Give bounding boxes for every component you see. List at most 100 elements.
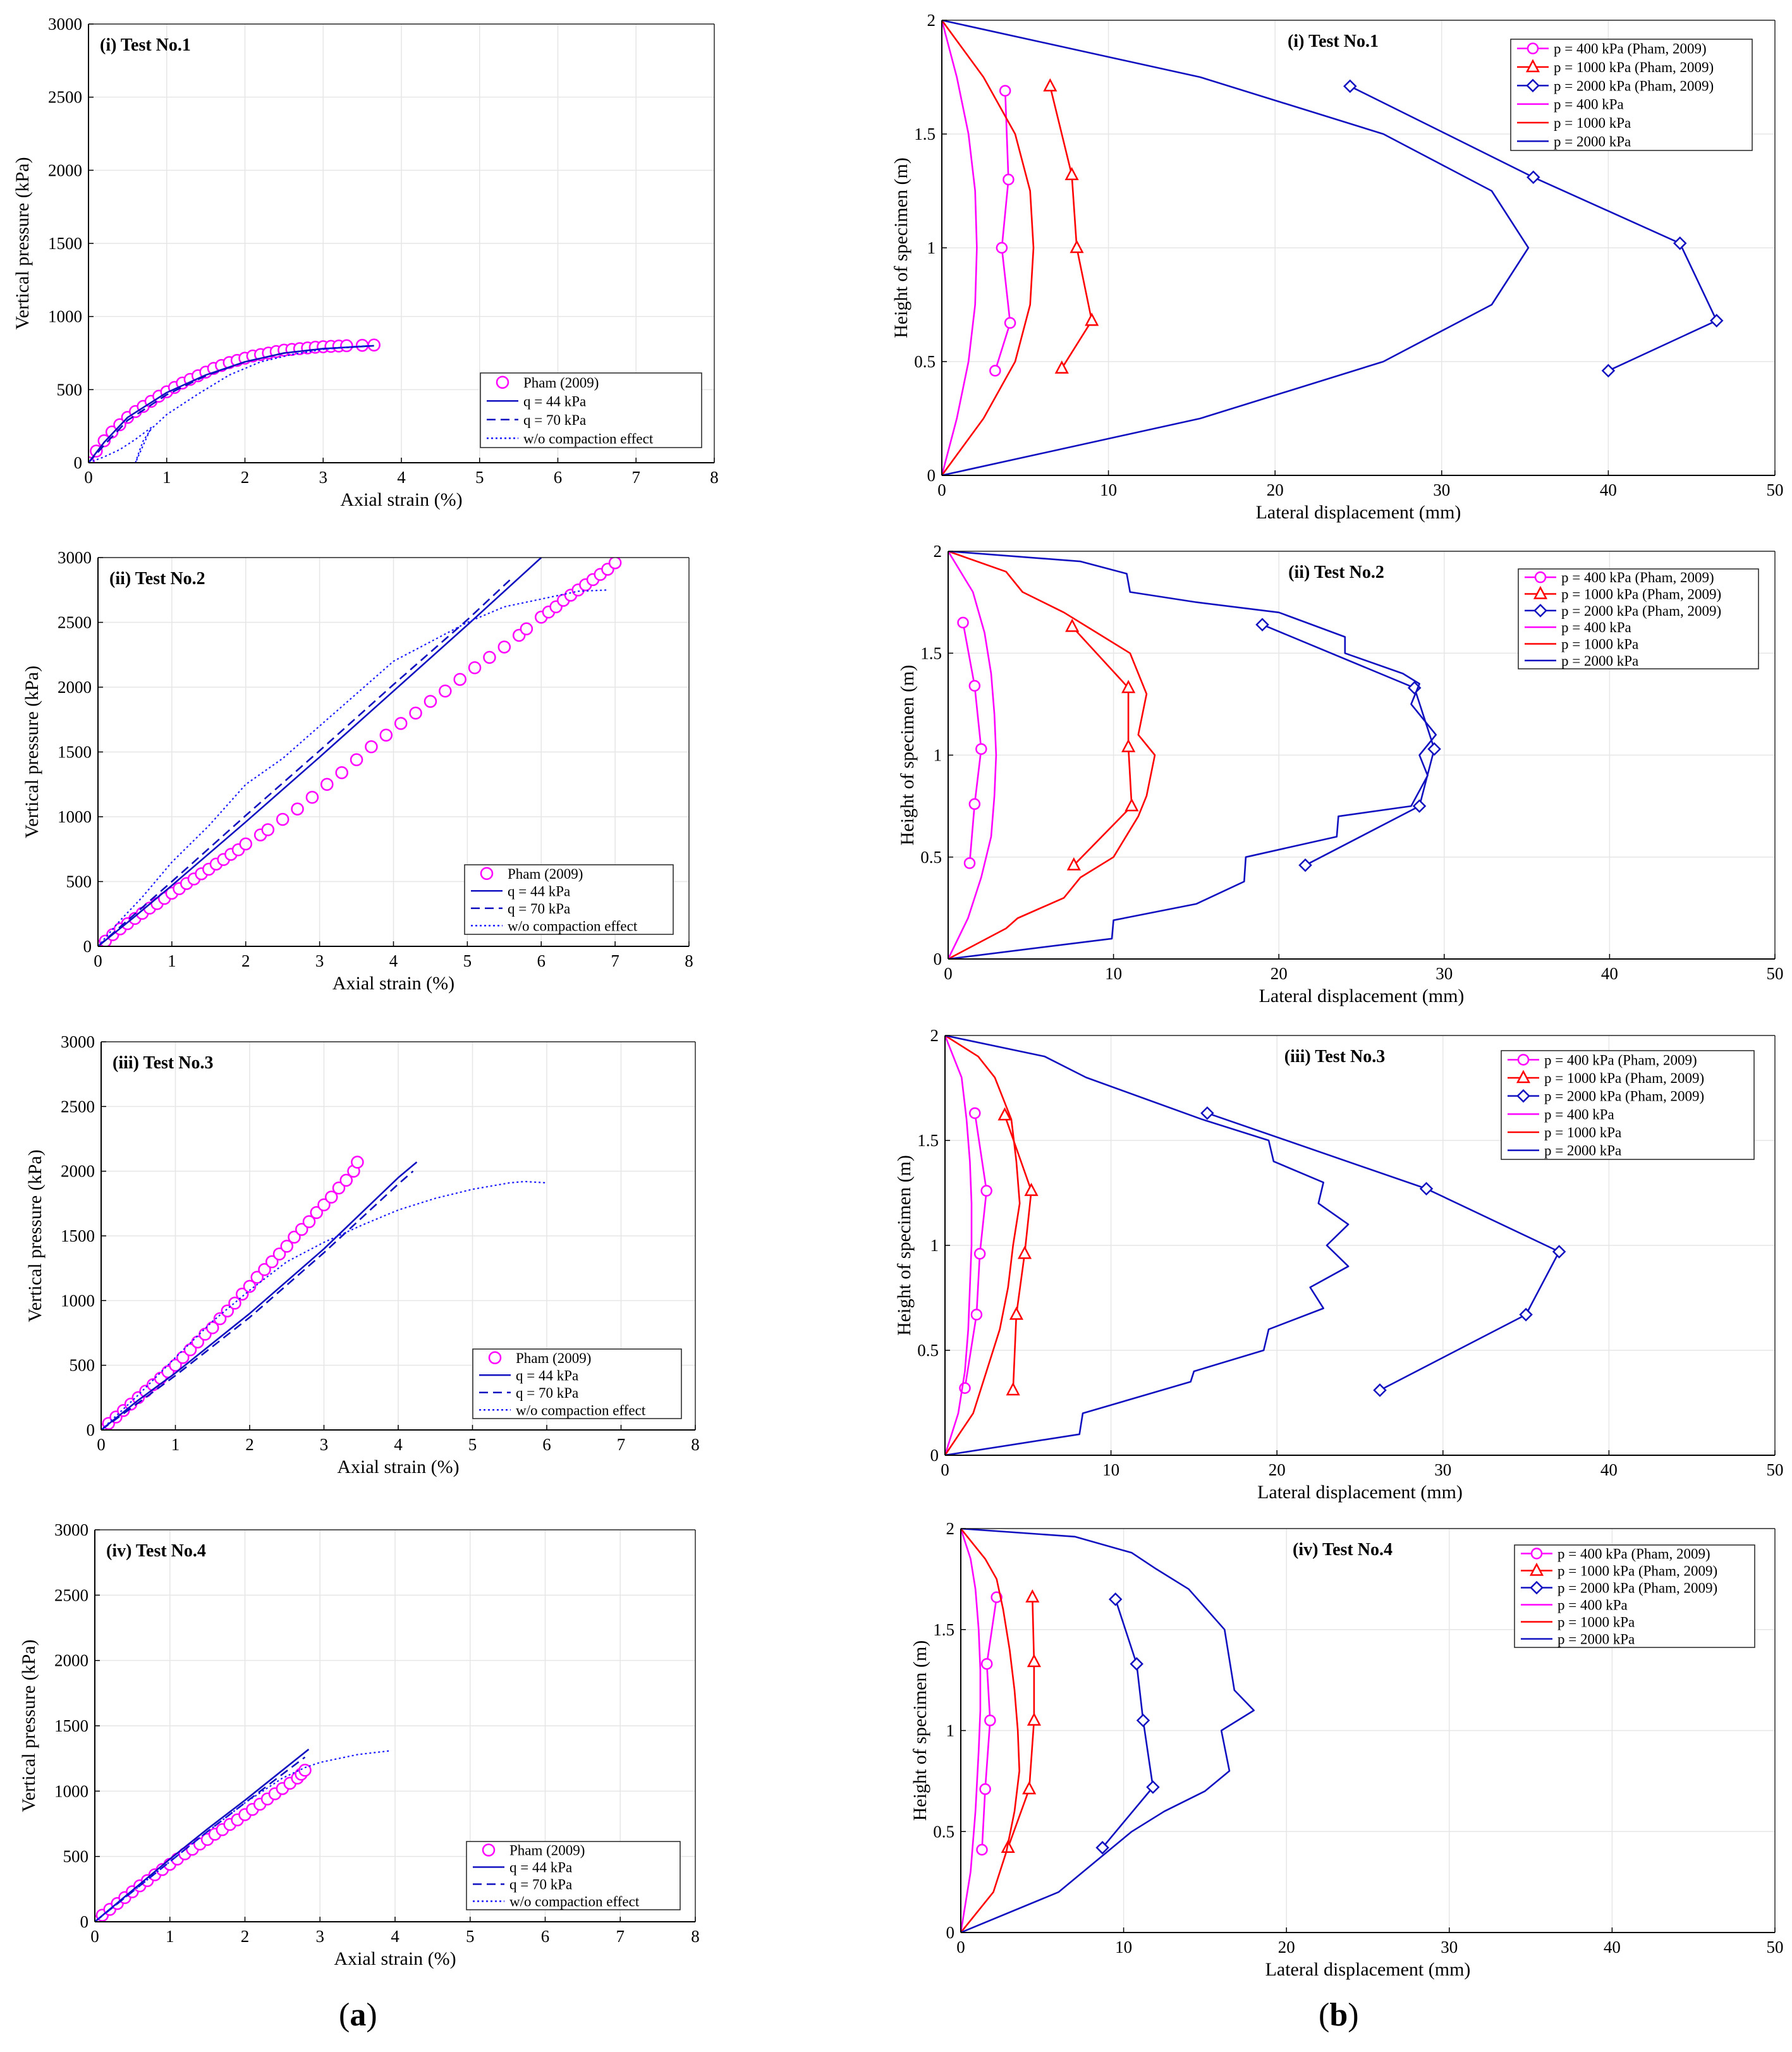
- legend-label: Pham (2009): [509, 1843, 585, 1859]
- x-tick-label: 40: [1600, 480, 1617, 499]
- chart-b3: 0 10 20 30 40 50 0 0.5 1 1.5 2 Lateral displacement…: [894, 1026, 1784, 1503]
- legend-swatch-marker: [1516, 1070, 1531, 1084]
- data-point: [228, 1297, 241, 1310]
- data-point: [339, 1173, 353, 1187]
- legend-box: [464, 864, 674, 935]
- chart-a3: 0 1 2 3 4 5 6 7 8 0 500 1000 1500 2000 2500 3000 Axial s…: [25, 1032, 700, 1477]
- caption-a-letter: a: [350, 1997, 367, 2033]
- legend-swatch-marker: [1526, 78, 1540, 93]
- data-point: [968, 680, 981, 692]
- series-line: [945, 1035, 1350, 1455]
- data-point: [963, 857, 976, 869]
- data-point: [969, 1107, 981, 1120]
- chart-title: (i) Test No.1: [100, 35, 191, 55]
- y-tick-label: 2: [930, 1026, 939, 1045]
- x-tick-label: 4: [389, 951, 398, 970]
- series-line: [101, 1180, 547, 1430]
- x-axis-label: Lateral displacement (mm): [1257, 1482, 1463, 1503]
- legend-label: p = 2000 kPa: [1554, 133, 1631, 149]
- y-tick-label: 1.5: [917, 1131, 939, 1150]
- data-point: [976, 1843, 988, 1856]
- data-point: [243, 1279, 257, 1293]
- x-tick-label: 30: [1433, 480, 1450, 499]
- data-point: [97, 434, 111, 448]
- data-point: [350, 753, 363, 767]
- data-point: [1419, 1182, 1434, 1196]
- x-tick-label: 5: [468, 1435, 477, 1454]
- x-tick-label: 0: [90, 1927, 99, 1946]
- x-tick-label: 40: [1601, 964, 1618, 983]
- data-point: [335, 766, 348, 779]
- x-tick-label: 10: [1102, 1460, 1119, 1479]
- x-tick-label: 0: [937, 480, 946, 499]
- x-tick-label: 50: [1767, 480, 1784, 499]
- legend-label: q = 70 kPa: [516, 1385, 578, 1401]
- data-point: [1022, 1781, 1037, 1795]
- data-point: [302, 1215, 316, 1228]
- legend: p = 400 kPa (Pham, 2009)p = 1000 kPa (Ph…: [1514, 1544, 1755, 1648]
- x-tick-label: 5: [463, 951, 472, 970]
- legend-box: [466, 1841, 681, 1910]
- y-tick-label: 0.5: [920, 848, 942, 867]
- x-tick-label: 50: [1767, 1938, 1784, 1957]
- series-line: [98, 589, 608, 946]
- data-point: [1027, 1654, 1041, 1668]
- x-tick-label: 5: [475, 468, 484, 487]
- y-tick-label: 3000: [58, 548, 92, 567]
- x-axis-label: Lateral displacement (mm): [1259, 986, 1465, 1006]
- data-point: [1130, 1657, 1143, 1671]
- chart-a1: 0 1 2 3 4 5 6 7 8 0 500 1000 1500 2000 2500 3000 Axial s…: [12, 15, 719, 510]
- data-point: [1004, 317, 1016, 329]
- data-point: [213, 1312, 227, 1326]
- data-point: [1255, 618, 1269, 632]
- legend-swatch-marker: [482, 1843, 496, 1857]
- data-point: [1003, 173, 1015, 186]
- data-point: [1027, 1712, 1041, 1726]
- data-point: [332, 1182, 346, 1195]
- data-point: [183, 1343, 197, 1357]
- data-point: [1064, 167, 1079, 181]
- data-point: [1121, 738, 1136, 752]
- x-axis-label: Axial strain (%): [332, 973, 454, 994]
- y-tick-label: 500: [66, 872, 92, 891]
- data-point: [1343, 79, 1357, 94]
- data-point: [288, 1230, 301, 1244]
- x-tick-label: 0: [97, 1435, 106, 1454]
- data-point: [320, 778, 334, 791]
- x-tick-label: 50: [1767, 964, 1784, 983]
- data-point: [1136, 1713, 1150, 1728]
- legend-swatch-marker: [1516, 1089, 1530, 1103]
- data-point: [997, 1107, 1012, 1121]
- y-tick-label: 1.5: [920, 644, 942, 663]
- chart-b4: 0 10 20 30 40 50 0 0.5 1 1.5 2 Lateral displacement…: [910, 1519, 1784, 1980]
- data-point: [996, 241, 1008, 254]
- series-line: [95, 1756, 306, 1922]
- y-tick-label: 0: [74, 453, 83, 472]
- data-point: [973, 1248, 986, 1260]
- legend-swatch-marker: [1517, 1054, 1530, 1066]
- legend-label: p = 1000 kPa: [1557, 1615, 1635, 1630]
- x-tick-label: 10: [1105, 964, 1122, 983]
- data-point: [497, 640, 511, 654]
- y-tick-label: 1000: [48, 307, 82, 326]
- x-tick-label: 7: [616, 1927, 625, 1946]
- y-axis-label: Vertical pressure (kPa): [18, 1639, 39, 1812]
- chart-title: (iv) Test No.4: [1293, 1540, 1393, 1560]
- x-axis-label: Lateral displacement (mm): [1256, 502, 1461, 523]
- data-point: [298, 1764, 312, 1777]
- legend-label: p = 400 kPa: [1554, 97, 1624, 113]
- legend-label: p = 1000 kPa (Pham, 2009): [1557, 1563, 1717, 1579]
- y-tick-label: 1000: [58, 807, 92, 826]
- y-tick-label: 1500: [61, 1226, 95, 1245]
- series-line: [95, 1750, 392, 1922]
- legend-box: [1518, 568, 1759, 669]
- series-line: [948, 551, 1437, 959]
- y-tick-label: 1.5: [914, 125, 936, 144]
- y-tick-label: 3000: [48, 15, 82, 34]
- y-tick-label: 2500: [48, 88, 82, 107]
- x-tick-label: 20: [1278, 1938, 1295, 1957]
- x-tick-label: 2: [245, 1435, 254, 1454]
